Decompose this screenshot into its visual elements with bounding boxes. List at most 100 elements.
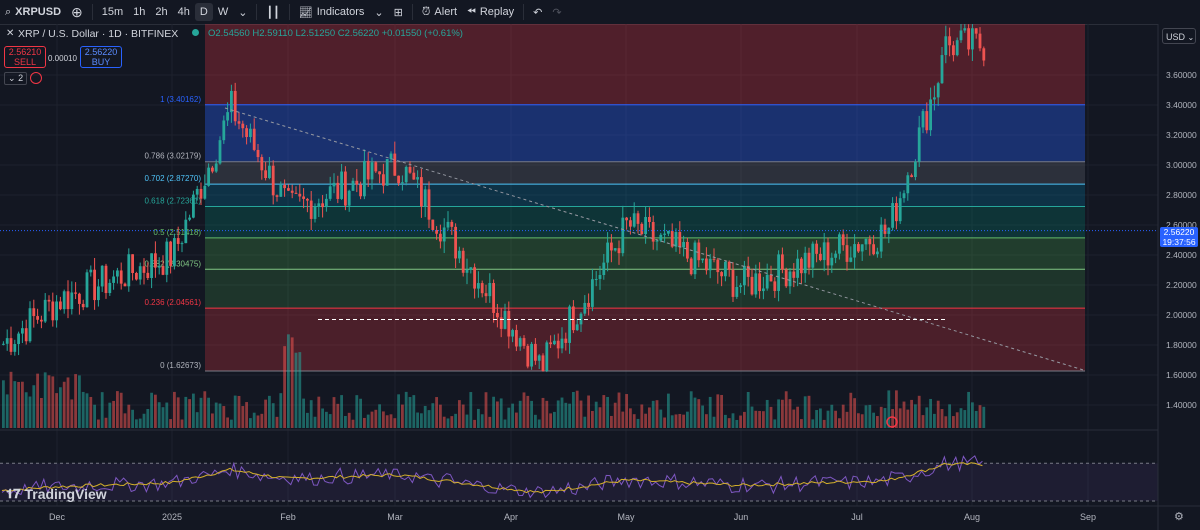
settings-gear-icon[interactable]: ⚙ <box>1174 511 1184 523</box>
interval-w[interactable]: W <box>217 6 229 18</box>
candle-body <box>157 266 161 268</box>
candle-body <box>43 299 47 322</box>
candle-body <box>777 254 780 291</box>
candle-body <box>62 291 66 310</box>
redo-button[interactable]: ↷ <box>547 0 566 24</box>
candle-body <box>366 160 370 180</box>
fib-level-label: 0 (1.62673) <box>160 361 201 370</box>
chart-type-button[interactable]: ┃┃ <box>261 0 284 24</box>
volume-bar <box>344 415 347 428</box>
volume-bar <box>138 418 142 428</box>
candle-body <box>735 286 739 297</box>
redo-icon: ↷ <box>552 6 562 19</box>
volume-bar <box>841 404 845 428</box>
candle-body <box>492 283 495 313</box>
tradingview-logo[interactable]: 𝟏𝟕 TradingView <box>6 486 107 502</box>
interval-4h[interactable]: 4h <box>177 6 190 18</box>
fib-level-label: 0.618 (2.72361) <box>145 196 202 205</box>
candle-body <box>765 274 769 289</box>
volume-bar <box>640 404 644 428</box>
volume-bar <box>933 413 936 428</box>
close-icon[interactable]: ✕ <box>6 28 15 39</box>
interval-2h[interactable]: 2h <box>155 6 168 18</box>
candle-body <box>971 28 974 50</box>
price-tick-label: 3.60000 <box>1166 70 1197 80</box>
volume-bar <box>511 403 514 428</box>
interval-1h[interactable]: 1h <box>133 6 146 18</box>
volume-bar <box>952 416 955 428</box>
buy-button[interactable]: 2.56220 BUY <box>80 46 122 68</box>
volume-bar <box>439 404 442 428</box>
volume-bar <box>370 411 374 428</box>
candle-body <box>708 258 712 271</box>
indicator-settings-button[interactable] <box>30 72 42 84</box>
market-status-dot <box>192 29 199 36</box>
alert-button[interactable]: ⏰︎ Alert <box>417 0 462 24</box>
volume-bar <box>887 390 891 428</box>
volume-bar <box>199 397 203 428</box>
volume-bar <box>534 414 537 428</box>
candle-body <box>636 213 640 224</box>
current-price-tag: 2.56220 19:37:56 <box>1160 227 1198 247</box>
volume-bar <box>416 412 419 428</box>
volume-bar <box>803 396 807 428</box>
price-chart[interactable]: 1 (3.40162) 0.786 (3.02179) 0.702 (2.87270… <box>0 24 1200 530</box>
currency-selector[interactable]: USD ⌄ <box>1162 28 1196 44</box>
chevron-down-icon: ⌄ <box>1187 33 1195 42</box>
interval-15m[interactable]: 15m <box>101 6 124 18</box>
candle-body <box>195 188 199 195</box>
volume-bar <box>66 377 70 428</box>
divider <box>256 4 258 20</box>
volume-bar <box>963 410 967 428</box>
price-tick-label: 1.60000 <box>1166 370 1197 380</box>
symbol-search[interactable]: ⌕ XRPUSD <box>0 0 66 24</box>
candle-body <box>883 224 887 234</box>
time-axis: Dec 2025 Feb Mar Apr May Jun Jul Aug Sep <box>0 505 1200 522</box>
candle-body <box>659 234 663 241</box>
candle-body <box>560 338 564 349</box>
volume-bar <box>655 400 659 428</box>
interval-dropdown[interactable]: ⌄ <box>233 0 252 24</box>
sell-button[interactable]: 2.56210 SELL <box>4 46 46 68</box>
interval-d[interactable]: D <box>194 3 213 21</box>
candle-body <box>359 184 362 197</box>
compare-button[interactable]: ⊕ <box>66 0 88 24</box>
candle-body <box>944 36 948 56</box>
candle-body <box>135 273 138 280</box>
candle-body <box>473 267 476 289</box>
replay-button[interactable]: ⏪︎ Replay <box>462 0 519 24</box>
candle-body <box>731 269 735 297</box>
layouts-button[interactable]: ⊞ <box>389 0 408 24</box>
indicators-dropdown[interactable]: ⌄ <box>369 0 388 24</box>
indicators-collapse[interactable]: ⌄ 2 <box>4 72 28 85</box>
buy-label: BUY <box>91 57 111 67</box>
volume-bar <box>351 419 355 428</box>
candle-body <box>811 243 815 268</box>
volume-bar <box>971 402 974 428</box>
grid-icon: ⊞ <box>393 6 403 19</box>
candle-body <box>556 340 560 349</box>
volume-bar <box>488 416 492 428</box>
candle-body <box>758 273 761 292</box>
candle-body <box>682 241 685 248</box>
volume-bar <box>169 419 172 428</box>
candle-body <box>632 213 636 227</box>
candle-body <box>974 28 978 34</box>
candle-body <box>781 254 784 270</box>
volume-bar <box>777 399 780 428</box>
currency-label: USD <box>1166 32 1186 42</box>
volume-bar <box>28 396 32 428</box>
volume-bar <box>822 419 826 428</box>
candle-body <box>933 97 936 100</box>
candle-body <box>602 262 606 276</box>
volume-bar <box>834 410 837 428</box>
candle-body <box>537 355 541 361</box>
candle-body <box>891 203 894 228</box>
volume-bar <box>967 391 970 428</box>
volume-bar <box>811 419 815 428</box>
volume-bar <box>670 415 674 428</box>
undo-button[interactable]: ↶ <box>528 0 547 24</box>
volume-bar <box>123 413 127 428</box>
indicators-button[interactable]: 📈︎ Indicators <box>294 0 370 24</box>
candle-body <box>378 171 381 175</box>
